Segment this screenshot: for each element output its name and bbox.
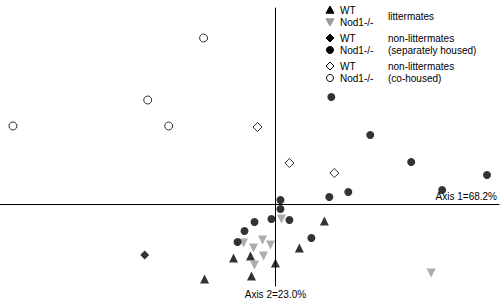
svg-text:WT: WT [340,33,356,44]
svg-text:Axis 1=68.2%: Axis 1=68.2% [435,190,497,202]
svg-text:Nod1-/-: Nod1-/- [340,45,373,56]
svg-text:(separately housed): (separately housed) [388,45,476,56]
svg-text:littermates: littermates [388,11,434,22]
svg-text:WT: WT [340,61,356,72]
svg-text:WT: WT [340,5,356,16]
svg-text:(co-housed): (co-housed) [388,73,441,84]
svg-text:Nod1-/-: Nod1-/- [340,73,373,84]
svg-text:Axis 2=23.0%: Axis 2=23.0% [245,289,307,300]
svg-text:non-littermates: non-littermates [388,61,454,72]
svg-text:Nod1-/-: Nod1-/- [340,17,373,28]
svg-text:non-littermates: non-littermates [388,33,454,44]
